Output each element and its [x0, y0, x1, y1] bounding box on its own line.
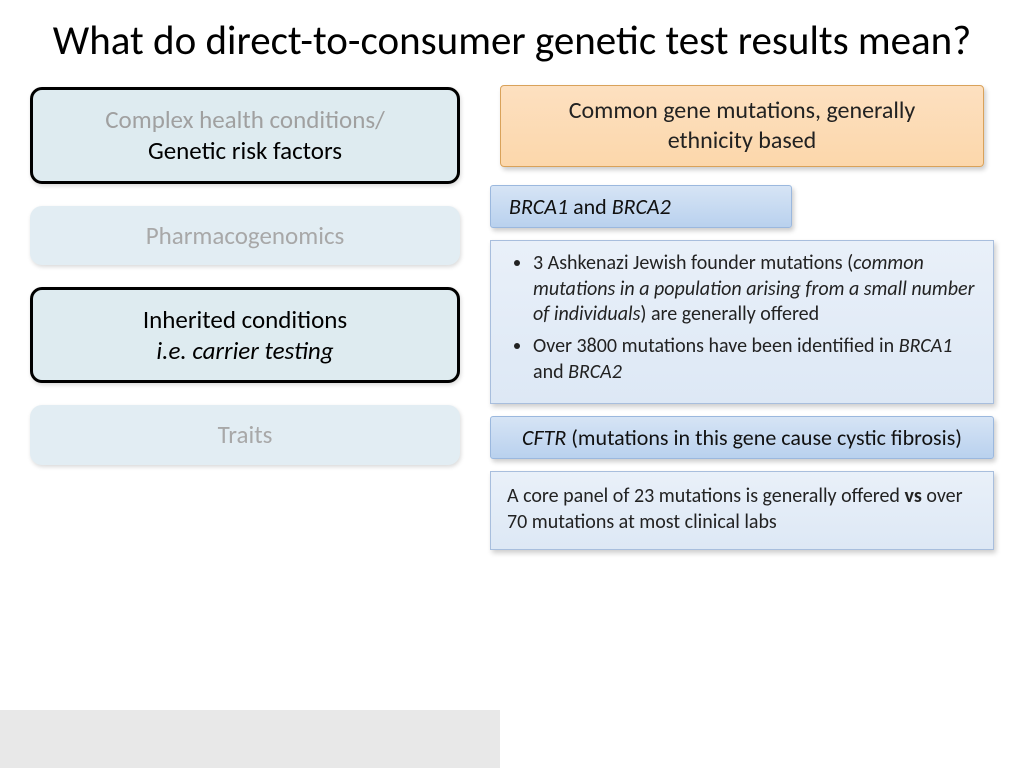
body-text: A core panel of 23 mutations is generall… [505, 482, 979, 537]
footer-bar [0, 710, 500, 768]
list-item: 3 Ashkenazi Jewish founder mutations (co… [533, 251, 979, 328]
section-body-cftr: A core panel of 23 mutations is generall… [490, 471, 994, 550]
section-body-brca: 3 Ashkenazi Jewish founder mutations (co… [490, 240, 994, 404]
details-column: Common gene mutations, generally ethnici… [490, 83, 994, 550]
bullet-list: 3 Ashkenazi Jewish founder mutations (co… [505, 251, 979, 385]
callout-box: Common gene mutations, generally ethnici… [500, 85, 984, 167]
tab-line1: Traits [46, 419, 444, 450]
tab-line1: Pharmacogenomics [46, 220, 444, 251]
tab-pharmacogenomics[interactable]: Pharmacogenomics [30, 206, 460, 265]
list-item: Over 3800 mutations have been identified… [533, 334, 979, 385]
tab-inherited-conditions[interactable]: Inherited conditions i.e. carrier testin… [30, 287, 460, 384]
tab-traits[interactable]: Traits [30, 405, 460, 464]
category-tabs: Complex health conditions/ Genetic risk … [30, 83, 460, 550]
slide-title: What do direct-to-consumer genetic test … [0, 0, 1024, 75]
section-header-cftr: CFTR (mutations in this gene cause cysti… [490, 416, 994, 459]
tab-line2: Genetic risk factors [49, 135, 441, 166]
tab-complex-health[interactable]: Complex health conditions/ Genetic risk … [30, 87, 460, 184]
tab-line1: Inherited conditions [49, 304, 441, 335]
tab-line2: i.e. carrier testing [49, 335, 441, 366]
content-area: Complex health conditions/ Genetic risk … [0, 75, 1024, 550]
tab-line1: Complex health conditions/ [49, 104, 441, 135]
section-header-brca: BRCA1 and BRCA2 [490, 185, 792, 228]
